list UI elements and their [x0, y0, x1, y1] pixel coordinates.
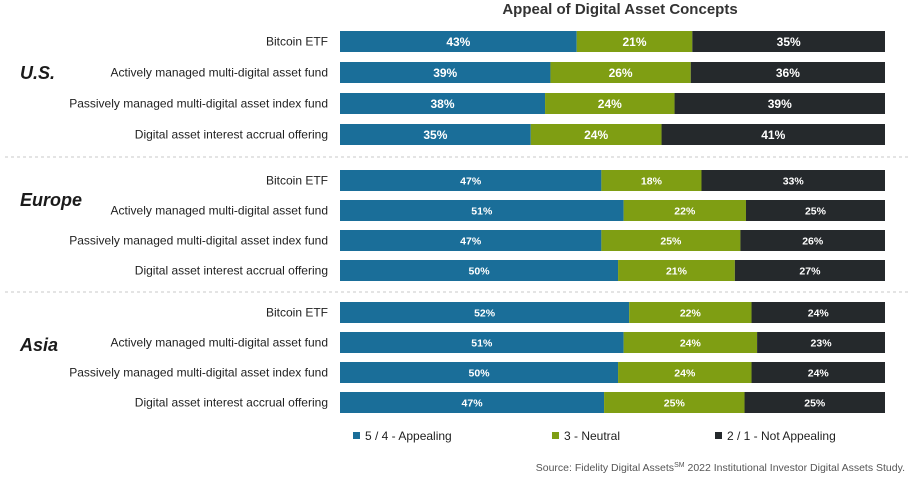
- bar-segment-us-neutral: [545, 93, 675, 114]
- legend-swatch-not-appealing: [715, 432, 722, 439]
- data-label-us-not-appealing: 39%: [768, 97, 792, 111]
- category-label-us: Digital asset interest accrual offering: [135, 128, 328, 142]
- data-label-asia-neutral: 24%: [680, 337, 702, 349]
- data-label-europe-neutral: 22%: [674, 205, 696, 217]
- data-label-europe-appealing: 50%: [469, 265, 491, 277]
- data-label-us-not-appealing: 41%: [761, 128, 785, 142]
- legend-label-not-appealing: 2 / 1 - Not Appealing: [727, 429, 836, 443]
- bar-segment-europe-not-appealing: [734, 260, 885, 281]
- data-label-asia-neutral: 25%: [664, 397, 686, 409]
- bar-segment-us-appealing: [340, 62, 551, 83]
- data-label-us-appealing: 43%: [446, 35, 470, 49]
- data-label-europe-appealing: 47%: [460, 235, 482, 247]
- category-label-us: Actively managed multi-digital asset fun…: [111, 66, 328, 80]
- category-label-asia: Passively managed multi-digital asset in…: [69, 366, 328, 380]
- bar-segment-us-appealing: [340, 93, 546, 114]
- data-label-europe-not-appealing: 33%: [783, 175, 805, 187]
- source-prefix: Source: Fidelity Digital Assets: [536, 462, 674, 474]
- category-label-asia: Bitcoin ETF: [266, 306, 328, 320]
- bar-segment-us-not-appealing: [690, 62, 885, 83]
- data-label-us-neutral: 26%: [609, 66, 633, 80]
- data-label-asia-appealing: 47%: [462, 397, 484, 409]
- bar-segment-europe-not-appealing: [740, 230, 885, 251]
- bar-segment-us-not-appealing: [674, 93, 885, 114]
- data-label-europe-not-appealing: 26%: [802, 235, 824, 247]
- data-label-us-neutral: 24%: [598, 97, 622, 111]
- bar-segment-asia-neutral: [618, 362, 752, 383]
- data-label-europe-not-appealing: 27%: [799, 265, 821, 277]
- data-label-asia-not-appealing: 23%: [811, 337, 833, 349]
- category-label-europe: Digital asset interest accrual offering: [135, 264, 328, 278]
- bar-segment-us-neutral: [550, 62, 691, 83]
- bar-segment-europe-appealing: [340, 230, 602, 251]
- data-label-asia-appealing: 52%: [474, 307, 496, 319]
- region-label-us: U.S.: [20, 63, 55, 83]
- region-label-asia: Asia: [19, 335, 58, 355]
- bar-segment-asia-appealing: [340, 332, 624, 353]
- data-label-asia-not-appealing: 24%: [808, 367, 830, 379]
- bar-segment-asia-neutral: [629, 302, 752, 323]
- data-label-us-neutral: 24%: [584, 128, 608, 142]
- data-label-asia-not-appealing: 24%: [808, 307, 830, 319]
- bar-segment-us-not-appealing: [692, 31, 885, 52]
- bar-segment-europe-not-appealing: [701, 170, 885, 191]
- region-label-europe: Europe: [20, 190, 82, 210]
- bar-segment-us-appealing: [340, 124, 531, 145]
- bar-segment-us-neutral: [576, 31, 693, 52]
- bar-segment-europe-neutral: [601, 170, 702, 191]
- chart-title: Appeal of Digital Asset Concepts: [502, 1, 737, 18]
- category-label-europe: Bitcoin ETF: [266, 174, 328, 188]
- data-label-us-not-appealing: 35%: [777, 35, 801, 49]
- category-label-europe: Passively managed multi-digital asset in…: [69, 234, 328, 248]
- category-label-us: Passively managed multi-digital asset in…: [69, 97, 328, 111]
- bar-segment-asia-appealing: [340, 392, 605, 413]
- bar-segment-europe-appealing: [340, 260, 619, 281]
- legend-label-appealing: 5 / 4 - Appealing: [365, 429, 452, 443]
- bar-segment-asia-not-appealing: [757, 332, 885, 353]
- data-label-europe-neutral: 25%: [660, 235, 682, 247]
- legend-swatch-neutral: [552, 432, 559, 439]
- category-label-europe: Actively managed multi-digital asset fun…: [111, 204, 328, 218]
- data-label-us-not-appealing: 36%: [776, 66, 800, 80]
- data-label-asia-appealing: 50%: [469, 367, 491, 379]
- bar-segment-asia-not-appealing: [744, 392, 885, 413]
- data-label-asia-neutral: 24%: [674, 367, 696, 379]
- bar-segment-asia-appealing: [340, 362, 619, 383]
- bar-segment-asia-neutral: [604, 392, 745, 413]
- category-label-us: Bitcoin ETF: [266, 35, 328, 49]
- category-label-asia: Actively managed multi-digital asset fun…: [111, 336, 328, 350]
- bar-segment-us-not-appealing: [661, 124, 885, 145]
- bar-segment-europe-neutral: [618, 260, 735, 281]
- bar-segment-europe-appealing: [340, 170, 602, 191]
- bar-segment-europe-neutral: [623, 200, 746, 221]
- bar-segment-asia-appealing: [340, 302, 630, 323]
- bar-segment-europe-not-appealing: [745, 200, 885, 221]
- data-label-europe-not-appealing: 25%: [805, 205, 827, 217]
- data-label-europe-neutral: 21%: [666, 265, 688, 277]
- source-superscript: SM: [674, 462, 685, 469]
- bar-segment-europe-neutral: [601, 230, 741, 251]
- data-label-us-appealing: 39%: [433, 66, 457, 80]
- data-label-us-appealing: 35%: [423, 128, 447, 142]
- category-label-asia: Digital asset interest accrual offering: [135, 396, 328, 410]
- data-label-us-appealing: 38%: [431, 97, 455, 111]
- legend-swatch-appealing: [353, 432, 360, 439]
- bar-segment-asia-neutral: [623, 332, 758, 353]
- data-label-asia-neutral: 22%: [680, 307, 702, 319]
- data-label-europe-neutral: 18%: [641, 175, 663, 187]
- source-note: Source: Fidelity Digital AssetsSM 2022 I…: [536, 462, 905, 474]
- data-label-us-neutral: 21%: [623, 35, 647, 49]
- bar-segment-asia-not-appealing: [751, 302, 885, 323]
- bar-segment-asia-not-appealing: [751, 362, 885, 383]
- data-label-europe-appealing: 51%: [471, 205, 493, 217]
- legend-label-neutral: 3 - Neutral: [564, 429, 620, 443]
- bar-segment-europe-appealing: [340, 200, 624, 221]
- bar-segment-us-neutral: [530, 124, 662, 145]
- data-label-asia-appealing: 51%: [471, 337, 493, 349]
- source-suffix: 2022 Institutional Investor Digital Asse…: [685, 462, 905, 474]
- data-label-europe-appealing: 47%: [460, 175, 482, 187]
- data-label-asia-not-appealing: 25%: [804, 397, 826, 409]
- bar-segment-us-appealing: [340, 31, 577, 52]
